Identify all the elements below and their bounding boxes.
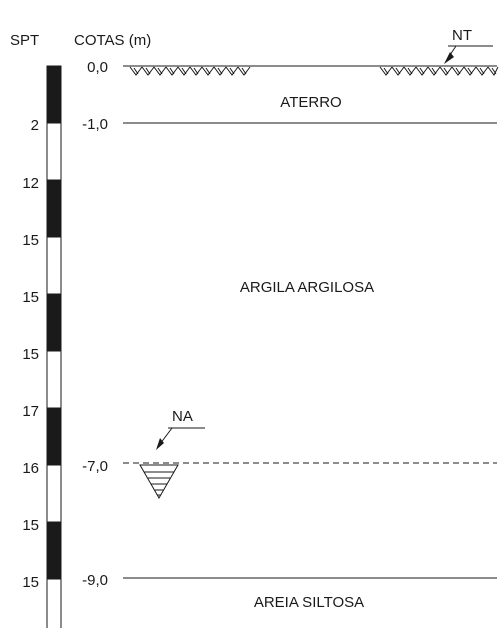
elevation-label: 0,0 xyxy=(87,59,108,76)
spt-header: SPT xyxy=(10,32,39,49)
arrow-head-icon xyxy=(444,52,454,64)
spt-segment xyxy=(46,122,62,181)
spt-segment xyxy=(46,179,62,238)
spt-segment xyxy=(46,350,62,409)
layer-label-aterro: ATERRO xyxy=(280,94,341,111)
ground-hatch-left xyxy=(129,66,251,76)
terrain-marker-label: NT xyxy=(452,27,472,44)
spt-segment xyxy=(46,464,62,523)
spt-segment xyxy=(46,407,62,466)
spt-segment xyxy=(46,236,62,295)
ground-hatch-right xyxy=(379,66,499,76)
water-marker-label: NA xyxy=(172,408,193,425)
elevation-label: -9,0 xyxy=(82,572,108,589)
spt-value: 15 xyxy=(22,346,39,363)
spt-value: 17 xyxy=(22,403,39,420)
elevation-label: -1,0 xyxy=(82,116,108,133)
spt-value: 15 xyxy=(22,574,39,591)
spt-value: 16 xyxy=(22,460,39,477)
spt-labels: 2 12 15 15 15 17 16 15 15 xyxy=(22,117,39,591)
terrain-marker: NT xyxy=(444,27,493,64)
spt-value: 2 xyxy=(31,117,39,134)
spt-value: 15 xyxy=(22,232,39,249)
spt-value: 15 xyxy=(22,517,39,534)
water-table-icon xyxy=(139,464,179,500)
spt-segment xyxy=(46,65,62,124)
layer-label-areia: AREIA SILTOSA xyxy=(254,594,364,611)
elevation-label: -7,0 xyxy=(82,458,108,475)
spt-column xyxy=(46,65,62,628)
arrow-head-icon xyxy=(156,438,164,450)
spt-value: 15 xyxy=(22,289,39,306)
layer-label-argila: ARGILA ARGILOSA xyxy=(240,279,374,296)
cotas-header: COTAS (m) xyxy=(74,32,151,49)
spt-segment xyxy=(46,578,62,628)
spt-value: 12 xyxy=(22,175,39,192)
water-marker: NA xyxy=(156,408,205,450)
spt-segment xyxy=(46,293,62,352)
spt-segment xyxy=(46,521,62,580)
